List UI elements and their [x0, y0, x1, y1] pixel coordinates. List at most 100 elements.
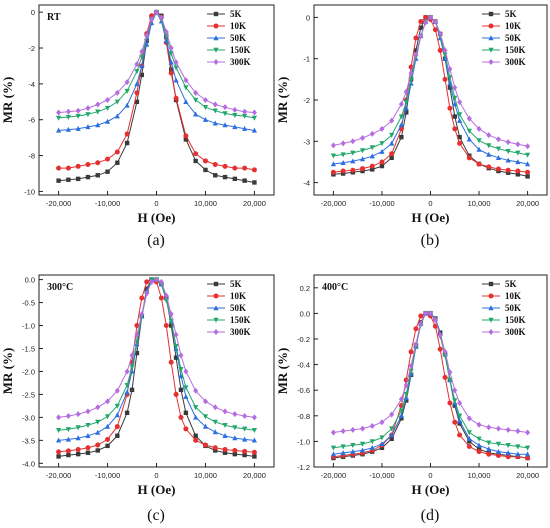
data-point: [95, 160, 101, 166]
data-point: [340, 444, 346, 450]
data-point: [183, 393, 189, 399]
data-point: [183, 385, 189, 391]
data-point: [515, 141, 521, 148]
data-point: [134, 69, 140, 75]
series-150K: [330, 311, 531, 451]
data-point: [505, 450, 511, 456]
data-point: [495, 166, 501, 172]
chart-panel-1: -20,000 -10,000 0 10,000 20,000 0 -2 -4 -6 -8 -10 H…: [0, 4, 275, 249]
legend-label: 10K: [230, 21, 246, 31]
data-point: [85, 423, 91, 429]
data-point: [213, 448, 218, 453]
data-point: [104, 423, 111, 429]
data-point: [222, 122, 228, 128]
legend-entry: 5K: [482, 9, 517, 19]
series-150K: [55, 9, 258, 121]
legend-marker: [213, 35, 219, 41]
data-point: [124, 88, 130, 94]
data-point: [350, 167, 356, 173]
data-point: [476, 449, 482, 455]
data-point: [515, 172, 521, 177]
data-point: [399, 416, 404, 421]
data-point: [515, 428, 521, 435]
y-tick-label: -1: [303, 55, 310, 64]
data-point: [105, 169, 110, 174]
data-point: [202, 398, 208, 405]
data-point: [139, 48, 145, 55]
data-point: [183, 98, 189, 104]
data-point: [114, 387, 120, 394]
data-point: [212, 404, 218, 411]
legend-marker: [488, 293, 494, 299]
data-point: [413, 48, 419, 53]
data-point: [124, 383, 130, 389]
legend-marker: [488, 59, 494, 65]
data-point: [168, 359, 174, 365]
x-tick-label: 0: [154, 199, 158, 208]
data-point: [183, 410, 189, 415]
data-point: [525, 455, 531, 461]
data-point: [168, 70, 174, 76]
y-tick-label: 0.0: [25, 276, 35, 285]
data-point: [452, 398, 458, 404]
data-point: [350, 150, 356, 156]
series-line: [58, 279, 255, 431]
legend-entry: 300K: [482, 327, 526, 337]
data-point: [95, 419, 101, 425]
data-point: [95, 404, 101, 411]
y-tick-label: -3.0: [22, 413, 35, 422]
data-point: [418, 320, 424, 327]
data-point: [95, 448, 100, 453]
data-point: [360, 135, 366, 141]
data-point: [452, 95, 458, 101]
data-point: [105, 436, 111, 442]
data-point: [389, 151, 395, 157]
data-point: [55, 437, 62, 443]
data-point: [437, 332, 443, 339]
data-point: [350, 426, 356, 433]
series-150K: [330, 15, 531, 159]
data-point: [442, 353, 448, 359]
data-point: [242, 413, 248, 420]
data-point: [379, 141, 385, 147]
data-point: [505, 149, 511, 155]
data-point: [495, 448, 502, 454]
panel-caption: (b): [421, 232, 440, 249]
data-point: [476, 421, 482, 428]
data-point: [85, 445, 91, 451]
y-tick-label: -4: [28, 80, 35, 89]
y-tick-label: -1.5: [22, 344, 35, 353]
data-point: [369, 130, 375, 137]
data-point: [359, 156, 366, 162]
data-point: [85, 174, 91, 180]
legend-entry: 300K: [207, 57, 251, 67]
x-axis-label: H (Oe): [412, 210, 450, 225]
legend-label: 50K: [505, 303, 521, 313]
data-point: [193, 437, 199, 443]
data-point: [202, 423, 209, 429]
series-line: [58, 279, 255, 418]
panel-title: RT: [47, 12, 61, 23]
data-point: [75, 163, 81, 169]
data-point: [183, 426, 189, 432]
series-5K: [56, 277, 257, 459]
data-point: [173, 343, 179, 349]
data-point: [75, 451, 81, 457]
y-tick-label: -6: [28, 116, 35, 125]
legend-marker: [488, 11, 494, 17]
data-point: [350, 443, 356, 449]
data-point: [418, 25, 423, 30]
data-point: [85, 432, 91, 438]
data-point: [466, 415, 472, 422]
data-point: [178, 366, 184, 372]
data-point: [423, 19, 429, 26]
legend-label: 150K: [230, 45, 251, 55]
data-point: [398, 101, 404, 108]
legend-entry: 150K: [482, 315, 526, 325]
x-axis-label: H (Oe): [138, 482, 176, 497]
data-point: [168, 67, 174, 72]
data-point: [524, 152, 531, 158]
data-point: [56, 165, 62, 171]
series-300K: [56, 9, 257, 116]
data-point: [423, 14, 429, 20]
